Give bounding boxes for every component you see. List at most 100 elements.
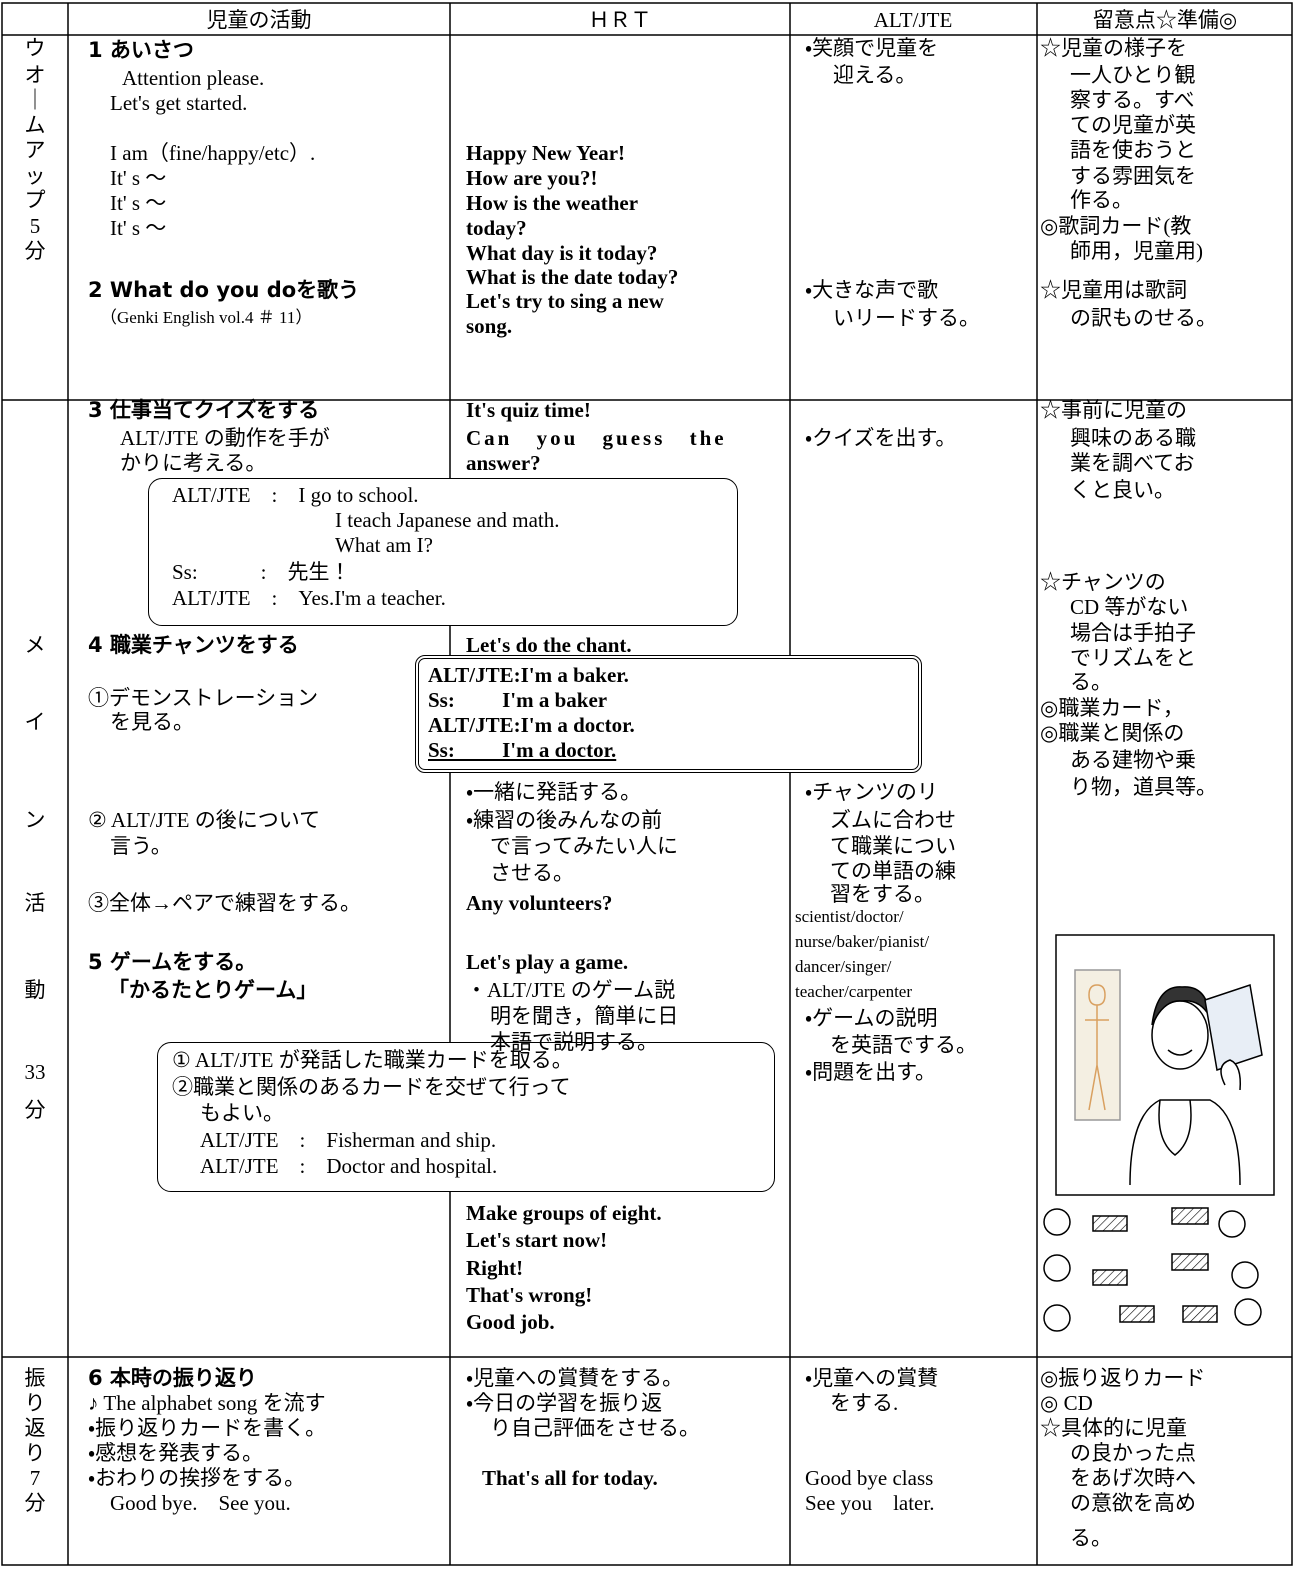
seat-circle bbox=[1231, 1261, 1259, 1289]
stage-line: ｜ bbox=[24, 88, 46, 112]
notes-line: 興味のある職 bbox=[1070, 426, 1196, 450]
column-header: ALT/JTE bbox=[873, 8, 953, 32]
stage-line: り bbox=[24, 1391, 46, 1415]
hrt-line: で言ってみたい人に bbox=[490, 834, 678, 858]
seat-circle bbox=[1043, 1208, 1071, 1236]
hrt-line: ・一緒に発話する。 bbox=[466, 780, 642, 804]
chant-box-line: Ss: I'm a baker bbox=[428, 688, 608, 712]
alt-line: をする. bbox=[830, 1391, 899, 1415]
activity-line: かりに考える。 bbox=[120, 451, 267, 475]
hrt-line: What is the date today? bbox=[466, 265, 679, 289]
stage-line: ッ bbox=[24, 164, 46, 188]
seat-circle bbox=[1043, 1254, 1071, 1282]
stage-line: 返 bbox=[24, 1416, 46, 1440]
notes-line: ◎ CD bbox=[1040, 1391, 1093, 1415]
activity-line: It' s ～ bbox=[110, 166, 167, 190]
stage-line: 分 bbox=[24, 1098, 46, 1122]
stage-line: ン bbox=[24, 808, 46, 832]
alt-line: ・大きな声で歌 bbox=[805, 278, 939, 302]
quiz-dialog-box bbox=[148, 478, 738, 626]
column-header: 留意点☆準備◎ bbox=[1092, 8, 1238, 32]
activity-line: 「かるたとりゲーム」 bbox=[108, 978, 318, 1002]
notes-line: 一人ひとり観 bbox=[1070, 63, 1196, 87]
alt-line: scientist/doctor/ bbox=[795, 907, 904, 926]
stethoscope bbox=[1158, 1099, 1192, 1156]
hrt-line: 本語で説明する。 bbox=[490, 1030, 658, 1054]
anatomy-figure bbox=[1085, 984, 1109, 1111]
game-rule-box bbox=[157, 1042, 775, 1192]
alt-line: ・問題を出す。 bbox=[805, 1060, 937, 1084]
game-box-line: ① ALT/JTE が発話した職業カードを取る。 bbox=[172, 1048, 573, 1072]
activity-line: 2 What do you doを歌う bbox=[88, 278, 360, 302]
activity-line: （Genki English vol.4 ＃ 11） bbox=[100, 308, 313, 327]
doctor-hand bbox=[1220, 1059, 1242, 1091]
hrt-line: ・今日の学習を振り返 bbox=[466, 1391, 663, 1415]
seat-circle bbox=[1043, 1304, 1071, 1332]
stage-line: 33 bbox=[24, 1060, 46, 1084]
chant-box-line: ALT/JTE:I'm a doctor. bbox=[428, 713, 635, 737]
seat-circle bbox=[1218, 1210, 1246, 1238]
alt-line: nurse/baker/pianist/ bbox=[795, 932, 930, 951]
activity-line: ♪ The alphabet song を流す bbox=[88, 1391, 326, 1415]
activity-line: ・感想を発表する。 bbox=[88, 1441, 264, 1465]
notes-line: の良かった点 bbox=[1070, 1441, 1196, 1465]
clipboard bbox=[1204, 984, 1263, 1071]
hrt-line: Make groups of eight. bbox=[466, 1201, 662, 1225]
notes-line: をあげ次時へ bbox=[1070, 1466, 1196, 1490]
notes-line: ◎職業と関係の bbox=[1040, 721, 1185, 745]
chant-dialog-box bbox=[415, 655, 922, 773]
activity-line: 4 職業チャンツをする bbox=[88, 633, 299, 657]
column-header: 児童の活動 bbox=[206, 8, 312, 32]
hrt-line: Happy New Year! bbox=[466, 141, 626, 165]
game-box-line: もよい。 bbox=[200, 1101, 284, 1125]
figure-frame bbox=[1055, 934, 1275, 1196]
notes-line: ◎歌詞カード(教 bbox=[1040, 214, 1192, 238]
stage-line: 分 bbox=[24, 239, 46, 263]
activity-line: Let's get started. bbox=[110, 91, 248, 115]
hrt-line: It's quiz time! bbox=[466, 398, 591, 422]
quiz-box-line: Ss: : 先生！ bbox=[172, 560, 351, 584]
chant-box-line: Ss: I'm a doctor. bbox=[428, 738, 617, 762]
hrt-line: answer? bbox=[466, 451, 541, 475]
alt-line: Good bye class bbox=[805, 1466, 934, 1490]
notes-line: ての児童が英 bbox=[1070, 113, 1196, 137]
hrt-line: ・ALT/JTE のゲーム説 bbox=[466, 978, 676, 1002]
notes-line: 業を調べてお bbox=[1070, 451, 1195, 475]
notes-line: 語を使おうと bbox=[1070, 138, 1196, 162]
activity-line: ② ALT/JTE の後について bbox=[88, 808, 321, 832]
activity-line: It' s ～ bbox=[110, 191, 167, 215]
alt-line: いリードする。 bbox=[833, 306, 980, 330]
alt-line: て職業につい bbox=[830, 834, 956, 858]
hrt-line: Let's play a game. bbox=[466, 950, 629, 974]
notes-line: ☆児童用は歌詞 bbox=[1040, 278, 1187, 302]
notes-line: る。 bbox=[1070, 1526, 1112, 1550]
card bbox=[1092, 1215, 1128, 1232]
quiz-box-line: ALT/JTE : I go to school. bbox=[172, 483, 419, 507]
card bbox=[1171, 1207, 1209, 1225]
activity-line: 言う。 bbox=[110, 834, 172, 858]
quiz-box-line: ALT/JTE : Yes.I'm a teacher. bbox=[172, 586, 446, 610]
alt-line: dancer/singer/ bbox=[795, 957, 892, 976]
stage-line: ウ bbox=[24, 36, 46, 60]
notes-line: CD 等がない bbox=[1070, 595, 1189, 619]
notes-line: ☆具体的に児童 bbox=[1040, 1416, 1187, 1440]
hrt-line: What day is it today? bbox=[466, 241, 658, 265]
stage-line: 振 bbox=[24, 1366, 46, 1390]
activity-line: 1 あいさつ bbox=[88, 38, 194, 62]
game-box-line: ALT/JTE : Doctor and hospital. bbox=[200, 1154, 498, 1178]
hrt-line: Let's do the chant. bbox=[466, 633, 632, 657]
notes-line: る。 bbox=[1070, 670, 1112, 694]
activity-line: Good bye. See you. bbox=[110, 1491, 291, 1515]
activity-line: It' s ～ bbox=[110, 216, 167, 240]
notes-line: する雰囲気を bbox=[1070, 164, 1196, 188]
column-header: ＨＲＴ bbox=[588, 8, 652, 32]
hrt-line: り自己評価をさせる。 bbox=[490, 1416, 700, 1440]
alt-line: teacher/carpenter bbox=[795, 982, 913, 1001]
hrt-line: today? bbox=[466, 216, 527, 240]
card bbox=[1092, 1269, 1128, 1286]
seat-circle bbox=[1234, 1298, 1262, 1326]
stage-line: メ bbox=[24, 633, 46, 657]
